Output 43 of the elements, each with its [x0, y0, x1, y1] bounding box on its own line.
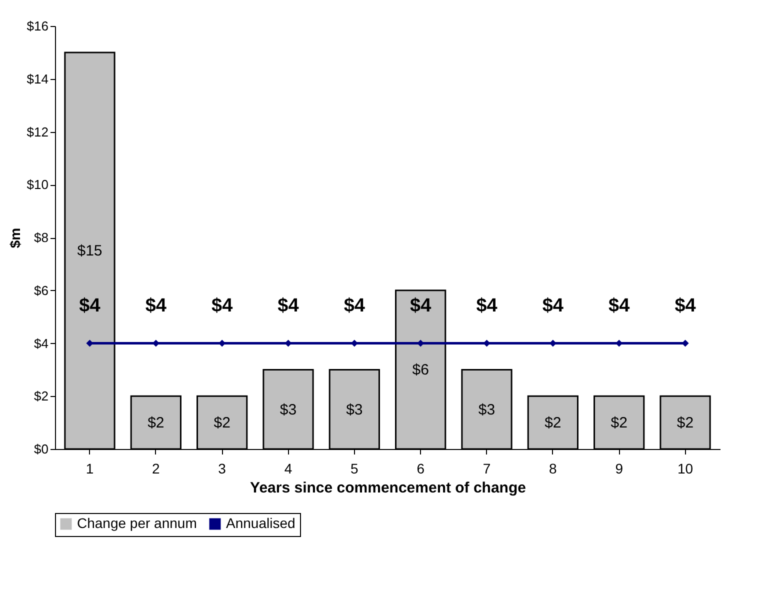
- x-tick-label: 5: [350, 460, 359, 476]
- data-label: $2: [148, 414, 164, 432]
- y-tick-label: $10: [26, 177, 48, 192]
- x-axis-title: Years since commencement of change: [250, 480, 526, 496]
- data-label: $4: [542, 295, 564, 316]
- y-axis-title: $m: [6, 228, 23, 248]
- data-label: $2: [214, 414, 230, 432]
- x-tick-label: 9: [615, 460, 624, 476]
- x-tick-label: 10: [677, 460, 694, 476]
- data-label: $2: [610, 414, 628, 432]
- y-tick-label: $4: [34, 336, 48, 351]
- y-tick-label: $16: [26, 18, 48, 34]
- legend-label: Annualised: [226, 515, 296, 531]
- y-tick-label: $2: [34, 388, 48, 404]
- data-label: $3: [280, 401, 297, 418]
- x-tick-label: 4: [284, 460, 292, 476]
- legend-label: Change per annum: [77, 515, 197, 531]
- data-label: $4: [476, 295, 498, 316]
- data-label: $3: [346, 401, 363, 418]
- x-tick-label: 1: [86, 460, 94, 476]
- data-label: $3: [478, 401, 496, 418]
- data-label: $6: [412, 362, 429, 379]
- x-tick-label: 6: [416, 460, 425, 476]
- data-label: $4: [410, 295, 432, 316]
- data-label: $4: [278, 295, 300, 316]
- x-tick-label: 2: [152, 460, 160, 476]
- x-tick-label: 8: [549, 460, 558, 476]
- data-label: $15: [77, 242, 102, 260]
- y-tick-label: $6: [34, 282, 48, 298]
- y-tick-label: $14: [26, 71, 48, 86]
- y-tick-label: $8: [34, 230, 48, 245]
- x-tick-label: 3: [218, 460, 226, 476]
- y-tick-label: $12: [26, 124, 48, 140]
- y-tick-label: $0: [34, 442, 48, 456]
- data-label: $2: [676, 414, 694, 432]
- data-label: $4: [344, 295, 366, 316]
- data-label: $4: [212, 295, 234, 316]
- data-label: $4: [145, 295, 167, 316]
- data-label: $2: [544, 414, 562, 432]
- x-tick-label: 7: [482, 460, 491, 476]
- data-label: $4: [608, 295, 630, 316]
- data-label: $4: [674, 295, 696, 316]
- data-label: $4: [79, 295, 101, 316]
